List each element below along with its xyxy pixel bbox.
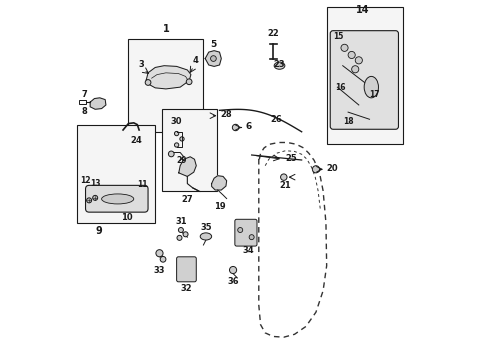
Text: 3: 3 bbox=[138, 59, 143, 68]
Text: 21: 21 bbox=[279, 181, 291, 190]
Polygon shape bbox=[90, 98, 106, 109]
Bar bbox=[77, 125, 155, 223]
Bar bbox=[162, 109, 217, 192]
Circle shape bbox=[232, 124, 238, 131]
Circle shape bbox=[248, 235, 254, 240]
FancyBboxPatch shape bbox=[176, 257, 196, 282]
Text: 34: 34 bbox=[242, 246, 253, 255]
Polygon shape bbox=[179, 157, 196, 176]
Text: 28: 28 bbox=[220, 111, 232, 120]
Circle shape bbox=[160, 256, 165, 262]
Circle shape bbox=[347, 51, 354, 59]
Text: 5: 5 bbox=[210, 40, 216, 49]
Polygon shape bbox=[146, 66, 190, 89]
Text: 13: 13 bbox=[90, 179, 100, 188]
Polygon shape bbox=[211, 176, 226, 190]
Text: 36: 36 bbox=[227, 277, 239, 286]
Text: 32: 32 bbox=[181, 284, 192, 293]
Ellipse shape bbox=[200, 233, 211, 240]
Text: 19: 19 bbox=[213, 202, 225, 211]
Circle shape bbox=[168, 151, 174, 157]
Text: 17: 17 bbox=[368, 90, 379, 99]
Text: 10: 10 bbox=[121, 213, 132, 222]
Bar bbox=[80, 100, 86, 104]
Circle shape bbox=[312, 166, 319, 173]
Text: 15: 15 bbox=[332, 32, 343, 41]
Circle shape bbox=[93, 195, 98, 201]
Circle shape bbox=[354, 57, 362, 64]
Text: 9: 9 bbox=[95, 226, 102, 236]
Circle shape bbox=[156, 249, 163, 257]
Circle shape bbox=[177, 235, 182, 240]
FancyBboxPatch shape bbox=[85, 185, 148, 212]
Text: 30: 30 bbox=[170, 117, 181, 126]
Ellipse shape bbox=[102, 194, 134, 204]
Text: 22: 22 bbox=[266, 29, 278, 38]
Circle shape bbox=[229, 266, 236, 274]
Text: 18: 18 bbox=[342, 117, 353, 126]
Polygon shape bbox=[205, 51, 221, 66]
Circle shape bbox=[280, 174, 286, 180]
Circle shape bbox=[145, 80, 151, 85]
Text: 8: 8 bbox=[81, 108, 87, 117]
Circle shape bbox=[174, 143, 179, 147]
Circle shape bbox=[174, 131, 179, 136]
Bar bbox=[326, 7, 403, 144]
Circle shape bbox=[86, 198, 91, 203]
Circle shape bbox=[183, 232, 188, 237]
Bar bbox=[128, 39, 203, 132]
Ellipse shape bbox=[274, 62, 285, 69]
FancyBboxPatch shape bbox=[234, 219, 257, 246]
Circle shape bbox=[180, 137, 184, 141]
Text: 35: 35 bbox=[200, 223, 211, 232]
Circle shape bbox=[237, 228, 242, 233]
Circle shape bbox=[351, 66, 358, 73]
FancyBboxPatch shape bbox=[329, 31, 398, 129]
Text: 1: 1 bbox=[162, 23, 169, 33]
Text: 16: 16 bbox=[335, 83, 346, 92]
Text: 7: 7 bbox=[81, 90, 87, 99]
Text: 31: 31 bbox=[175, 217, 186, 226]
Text: 25: 25 bbox=[285, 154, 296, 163]
Text: 33: 33 bbox=[153, 266, 165, 275]
Circle shape bbox=[178, 228, 183, 233]
Circle shape bbox=[340, 44, 347, 51]
Ellipse shape bbox=[364, 76, 378, 98]
Text: 12: 12 bbox=[80, 176, 91, 185]
Text: 24: 24 bbox=[130, 136, 142, 145]
Text: 27: 27 bbox=[181, 195, 193, 204]
Circle shape bbox=[186, 79, 192, 85]
Circle shape bbox=[210, 56, 216, 62]
Text: 6: 6 bbox=[244, 122, 251, 131]
Text: 23: 23 bbox=[273, 60, 285, 69]
Text: 26: 26 bbox=[270, 114, 282, 123]
Text: 4: 4 bbox=[192, 56, 198, 65]
Text: 11: 11 bbox=[137, 180, 148, 189]
Text: 20: 20 bbox=[326, 164, 338, 173]
Text: 29: 29 bbox=[176, 157, 187, 166]
Text: 14: 14 bbox=[355, 5, 368, 15]
